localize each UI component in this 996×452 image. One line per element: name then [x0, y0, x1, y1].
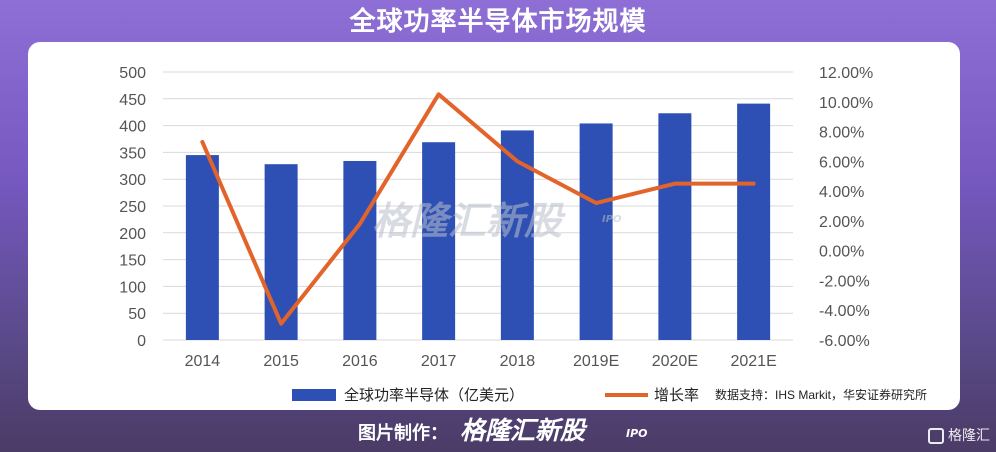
bar-layer	[185, 103, 771, 341]
growth-rate-point	[752, 182, 756, 186]
watermark-logo: 格隆汇新股	[372, 199, 563, 243]
growth-rate-point	[673, 182, 677, 186]
watermark-ipo: IPO	[602, 214, 622, 225]
y-left-tick-label: 250	[119, 199, 146, 216]
footer-brand-ipo: IPO	[626, 427, 648, 440]
y-left-tick-label: 0	[137, 333, 146, 350]
bar	[579, 123, 613, 341]
y-right-tick-label: -4.00%	[819, 303, 870, 320]
x-tick-label: 2014	[185, 353, 221, 370]
y-left-tick-label: 400	[119, 119, 146, 136]
corner-logo-text: 格隆汇	[948, 428, 990, 444]
growth-rate-point	[358, 222, 362, 226]
legend-line-label: 增长率	[654, 387, 699, 404]
bar	[185, 155, 219, 340]
y-right-tick-label: 0.00%	[819, 244, 864, 261]
corner-logo-icon	[928, 428, 944, 444]
bar	[422, 142, 456, 340]
y-right-tick-label: -6.00%	[819, 333, 870, 350]
footer-brand-logo: 格隆汇新股	[460, 416, 586, 445]
bar	[343, 160, 377, 340]
growth-rate-point	[437, 92, 441, 96]
made-by-label: 图片制作：	[358, 423, 448, 444]
y-right-tick-label: 2.00%	[819, 214, 864, 231]
growth-rate-line	[200, 92, 756, 326]
chart-title: 全球功率半导体市场规模	[349, 7, 647, 37]
y-right-tick-label: 8.00%	[819, 125, 864, 142]
x-tick-label: 2017	[421, 353, 457, 370]
x-tick-label: 2021E	[730, 353, 776, 370]
y-left-tick-label: 200	[119, 226, 146, 243]
y-right-tick-label: 4.00%	[819, 184, 864, 201]
y-left-tick-label: 350	[119, 145, 146, 162]
y-left-tick-label: 500	[119, 65, 146, 82]
y-left-tick-label: 150	[119, 253, 146, 270]
chart-canvas: 0 50 100 150 200 250 300 350 400 450 500 -6.00% -4.0…	[119, 65, 927, 404]
corner-logo: 格隆汇	[928, 424, 990, 448]
legend-bar-label: 全球功率半导体（亿美元）	[344, 386, 524, 404]
y-right-tick-label: -2.00%	[819, 273, 870, 290]
x-tick-label: 2016	[342, 353, 378, 370]
bar	[264, 164, 298, 340]
growth-rate-point	[594, 201, 598, 205]
x-tick-label: 2020E	[652, 353, 698, 370]
y-left-tick-label: 450	[119, 92, 146, 109]
growth-rate-point	[279, 322, 283, 326]
y-right-tick-label: 12.00%	[819, 65, 873, 82]
legend-bar-swatch	[292, 389, 336, 401]
y-left-tick-label: 100	[119, 279, 146, 296]
x-tick-label: 2019E	[573, 353, 619, 370]
x-tick-label: 2015	[263, 353, 299, 370]
axis-layer: 0 50 100 150 200 250 300 350 400 450 500 -6.00% -4.0…	[119, 65, 873, 370]
y-right-tick-label: 10.00%	[819, 95, 873, 112]
y-left-tick-label: 300	[119, 172, 146, 189]
x-tick-label: 2018	[500, 353, 536, 370]
legend-layer: 全球功率半导体（亿美元） 增长率 数据支持：IHS Markit，华安证券研究所	[292, 386, 927, 404]
bar	[737, 103, 771, 341]
bar	[658, 113, 692, 340]
y-right-tick-label: 6.00%	[819, 154, 864, 171]
chart-card: 0 50 100 150 200 250 300 350 400 450 500 -6.00% -4.0…	[28, 42, 960, 410]
growth-rate-point	[200, 140, 204, 144]
growth-rate-point	[515, 159, 519, 163]
line-layer	[200, 92, 756, 326]
y-left-tick-label: 50	[128, 306, 146, 323]
source-note: 数据支持：IHS Markit，华安证券研究所	[715, 387, 927, 402]
